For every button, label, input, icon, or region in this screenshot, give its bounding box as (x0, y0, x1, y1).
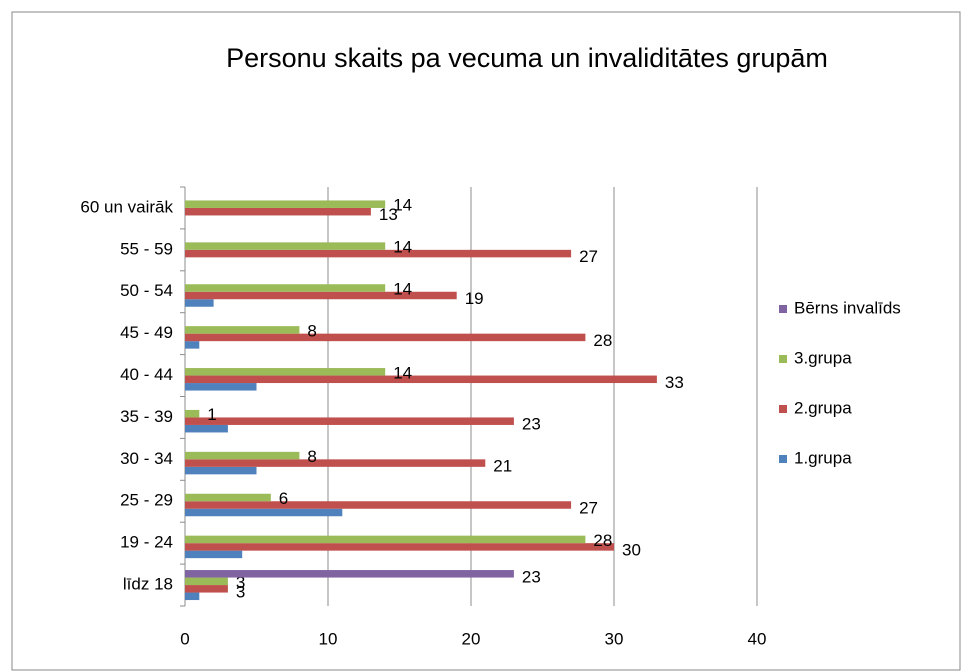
data-label: 28 (593, 531, 612, 550)
data-label: 23 (522, 567, 541, 586)
bar (185, 326, 300, 334)
data-label: 28 (593, 331, 612, 350)
bar (185, 368, 386, 376)
data-label: 27 (579, 498, 598, 517)
y-tick-label: līdz 18 (123, 575, 173, 594)
data-label: 6 (279, 489, 288, 508)
data-label: 3 (236, 573, 245, 592)
x-tick-label: 20 (462, 629, 481, 648)
y-tick-label: 25 - 29 (120, 491, 173, 510)
data-label: 14 (393, 196, 412, 215)
data-label: 3 (236, 582, 245, 601)
x-tick-label: 0 (180, 629, 189, 648)
bar (185, 424, 228, 433)
y-tick-label: 50 - 54 (120, 281, 173, 300)
legend-swatch (779, 455, 787, 463)
bar (185, 200, 386, 208)
data-label: 27 (579, 247, 598, 266)
bar (185, 543, 614, 551)
bar (185, 466, 257, 475)
bar (185, 242, 386, 250)
bar (185, 585, 228, 593)
bar (185, 501, 572, 509)
bar (185, 284, 386, 292)
data-label: 14 (393, 279, 412, 298)
data-label: 23 (522, 415, 541, 434)
bar (185, 535, 586, 544)
bar (185, 249, 572, 258)
data-label: 14 (393, 363, 412, 382)
y-tick-label: 40 - 44 (120, 365, 173, 384)
bar (185, 299, 214, 307)
legend-swatch (779, 355, 787, 363)
legend-swatch (779, 305, 787, 313)
chart-title: Personu skaits pa vecuma un invaliditāte… (226, 43, 828, 73)
data-label: 13 (379, 205, 398, 224)
y-tick-label: 35 - 39 (120, 407, 173, 426)
bar (185, 375, 657, 384)
legend-label: 2.grupa (794, 398, 852, 417)
legend-label: 3.grupa (794, 348, 852, 367)
bar (185, 451, 300, 460)
bar (185, 577, 228, 586)
y-tick-label: 45 - 49 (120, 323, 173, 342)
bar (185, 341, 200, 349)
bar (185, 570, 514, 578)
bar (185, 333, 586, 342)
bar (185, 550, 243, 559)
bar (185, 459, 486, 467)
y-tick-label: 19 - 24 (120, 533, 173, 552)
y-tick-label: 30 - 34 (120, 449, 173, 468)
bar (185, 592, 200, 601)
y-tick-label: 60 un vairāk (80, 197, 173, 216)
y-tick-label: 55 - 59 (120, 239, 173, 258)
bar (185, 417, 514, 425)
data-label: 8 (307, 321, 316, 340)
bar (185, 207, 371, 216)
legend-label: Bērns invalīds (794, 298, 901, 317)
data-label: 33 (665, 373, 684, 392)
x-tick-label: 10 (319, 629, 338, 648)
legend-label: 1.grupa (794, 448, 852, 467)
x-tick-label: 40 (748, 629, 767, 648)
bar (185, 291, 457, 300)
legend-swatch (779, 405, 787, 413)
bar (185, 383, 257, 391)
bar (185, 409, 200, 418)
bar (185, 493, 271, 502)
bar (185, 508, 343, 517)
data-label: 14 (393, 238, 412, 257)
data-label: 1 (207, 405, 216, 424)
data-label: 19 (465, 289, 484, 308)
data-label: 21 (493, 457, 512, 476)
data-label: 8 (307, 447, 316, 466)
x-tick-label: 30 (605, 629, 624, 648)
data-label: 30 (622, 540, 641, 559)
